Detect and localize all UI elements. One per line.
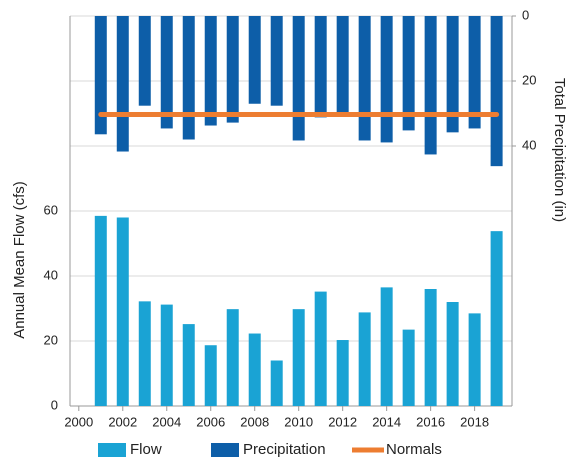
legend-swatch	[211, 443, 239, 457]
legend-label: Flow	[130, 441, 162, 458]
bar	[380, 16, 393, 143]
x-tick-label: 2006	[196, 414, 225, 429]
bar	[292, 16, 305, 141]
bar	[424, 16, 437, 155]
y2-tick-label: 20	[522, 72, 536, 87]
bar	[248, 16, 261, 104]
bar	[182, 16, 195, 140]
x-tick-label: 2012	[328, 414, 357, 429]
bar	[380, 287, 393, 406]
bar	[226, 16, 239, 123]
bar	[226, 309, 239, 406]
bar	[358, 312, 371, 406]
bar	[402, 329, 415, 406]
bar	[314, 16, 327, 118]
x-tick-label: 2000	[64, 414, 93, 429]
bar	[336, 340, 349, 406]
bar	[248, 333, 261, 406]
bar	[402, 16, 415, 131]
bar	[446, 302, 459, 406]
x-tick-label: 2018	[460, 414, 489, 429]
bar	[468, 313, 481, 406]
bar	[270, 360, 283, 406]
bar	[138, 301, 151, 406]
bar	[446, 16, 459, 133]
bar	[490, 16, 503, 167]
bar	[336, 16, 349, 116]
legend-label: Normals	[386, 441, 442, 458]
y2-axis-title: Total Precipitation (in)	[551, 78, 568, 222]
bar	[204, 345, 217, 406]
bar	[160, 304, 173, 406]
bar	[358, 16, 371, 141]
bar	[116, 16, 129, 152]
bar	[490, 231, 503, 406]
y2-tick-label: 0	[522, 7, 529, 22]
x-tick-label: 2004	[152, 414, 181, 429]
bar	[94, 215, 107, 406]
x-tick-label: 2016	[416, 414, 445, 429]
y-tick-label: 0	[51, 397, 58, 412]
legend-label: Precipitation	[243, 441, 326, 458]
x-tick-label: 2010	[284, 414, 313, 429]
x-tick-label: 2008	[240, 414, 269, 429]
x-tick-label: 2014	[372, 414, 401, 429]
x-tick-label: 2002	[108, 414, 137, 429]
y-axis-title: Annual Mean Flow (cfs)	[11, 181, 28, 339]
bar	[292, 309, 305, 406]
bar	[160, 16, 173, 129]
bar	[314, 291, 327, 406]
y2-tick-label: 40	[522, 137, 536, 152]
bar	[204, 16, 217, 126]
bar	[116, 217, 129, 406]
y-tick-label: 20	[44, 332, 58, 347]
y-tick-label: 60	[44, 202, 58, 217]
bar	[138, 16, 151, 106]
bar	[270, 16, 283, 106]
y-tick-label: 40	[44, 267, 58, 282]
legend-swatch	[98, 443, 126, 457]
bar	[94, 16, 107, 135]
bar	[424, 289, 437, 406]
bar	[182, 324, 195, 406]
bar	[468, 16, 481, 129]
